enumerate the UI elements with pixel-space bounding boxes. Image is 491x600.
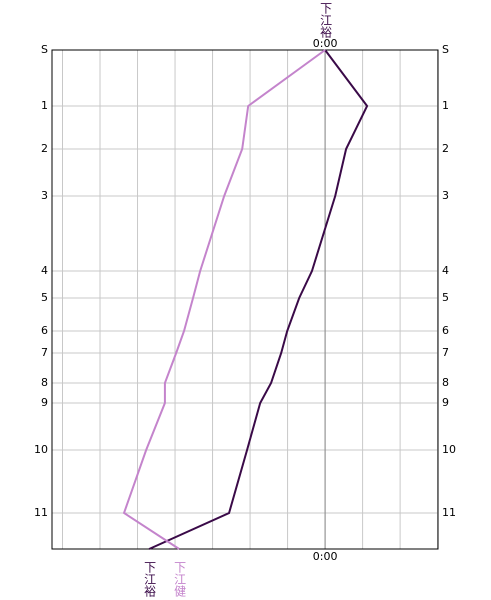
y-tick-label: 5: [41, 291, 48, 304]
plot-border: [51, 49, 439, 550]
y-tick-label: 7: [41, 346, 48, 359]
y-tick-label: 9: [41, 396, 48, 409]
y-tick-label: 2: [442, 142, 449, 155]
y-tick-label: 10: [442, 443, 456, 456]
top-label: 下江裕: [319, 2, 333, 39]
y-tick-label: 10: [34, 443, 48, 456]
y-tick-label: 5: [442, 291, 449, 304]
series-name: 下江健: [173, 561, 187, 597]
series-name: 下江裕: [143, 561, 157, 598]
y-tick-label: 7: [442, 346, 449, 359]
y-tick-label: 3: [442, 189, 449, 202]
y-tick-label: 8: [442, 376, 449, 389]
y-tick-label: 9: [442, 396, 449, 409]
y-tick-label: 1: [442, 99, 449, 112]
y-tick-label: 8: [41, 376, 48, 389]
y-tick-label: 6: [442, 324, 449, 337]
y-tick-label: 3: [41, 189, 48, 202]
x-tick-label: 0:00: [313, 37, 338, 50]
series-line: [148, 49, 369, 550]
y-tick-label: S: [41, 43, 48, 56]
y-tick-label: S: [442, 43, 449, 56]
series-line: [122, 49, 326, 550]
y-tick-label: 1: [41, 99, 48, 112]
y-tick-label: 2: [41, 142, 48, 155]
y-tick-label: 11: [34, 506, 48, 519]
y-tick-label: 11: [442, 506, 456, 519]
x-tick-label: 0:00: [313, 550, 338, 563]
y-tick-label: 6: [41, 324, 48, 337]
y-tick-label: 4: [442, 264, 449, 277]
y-tick-label: 4: [41, 264, 48, 277]
